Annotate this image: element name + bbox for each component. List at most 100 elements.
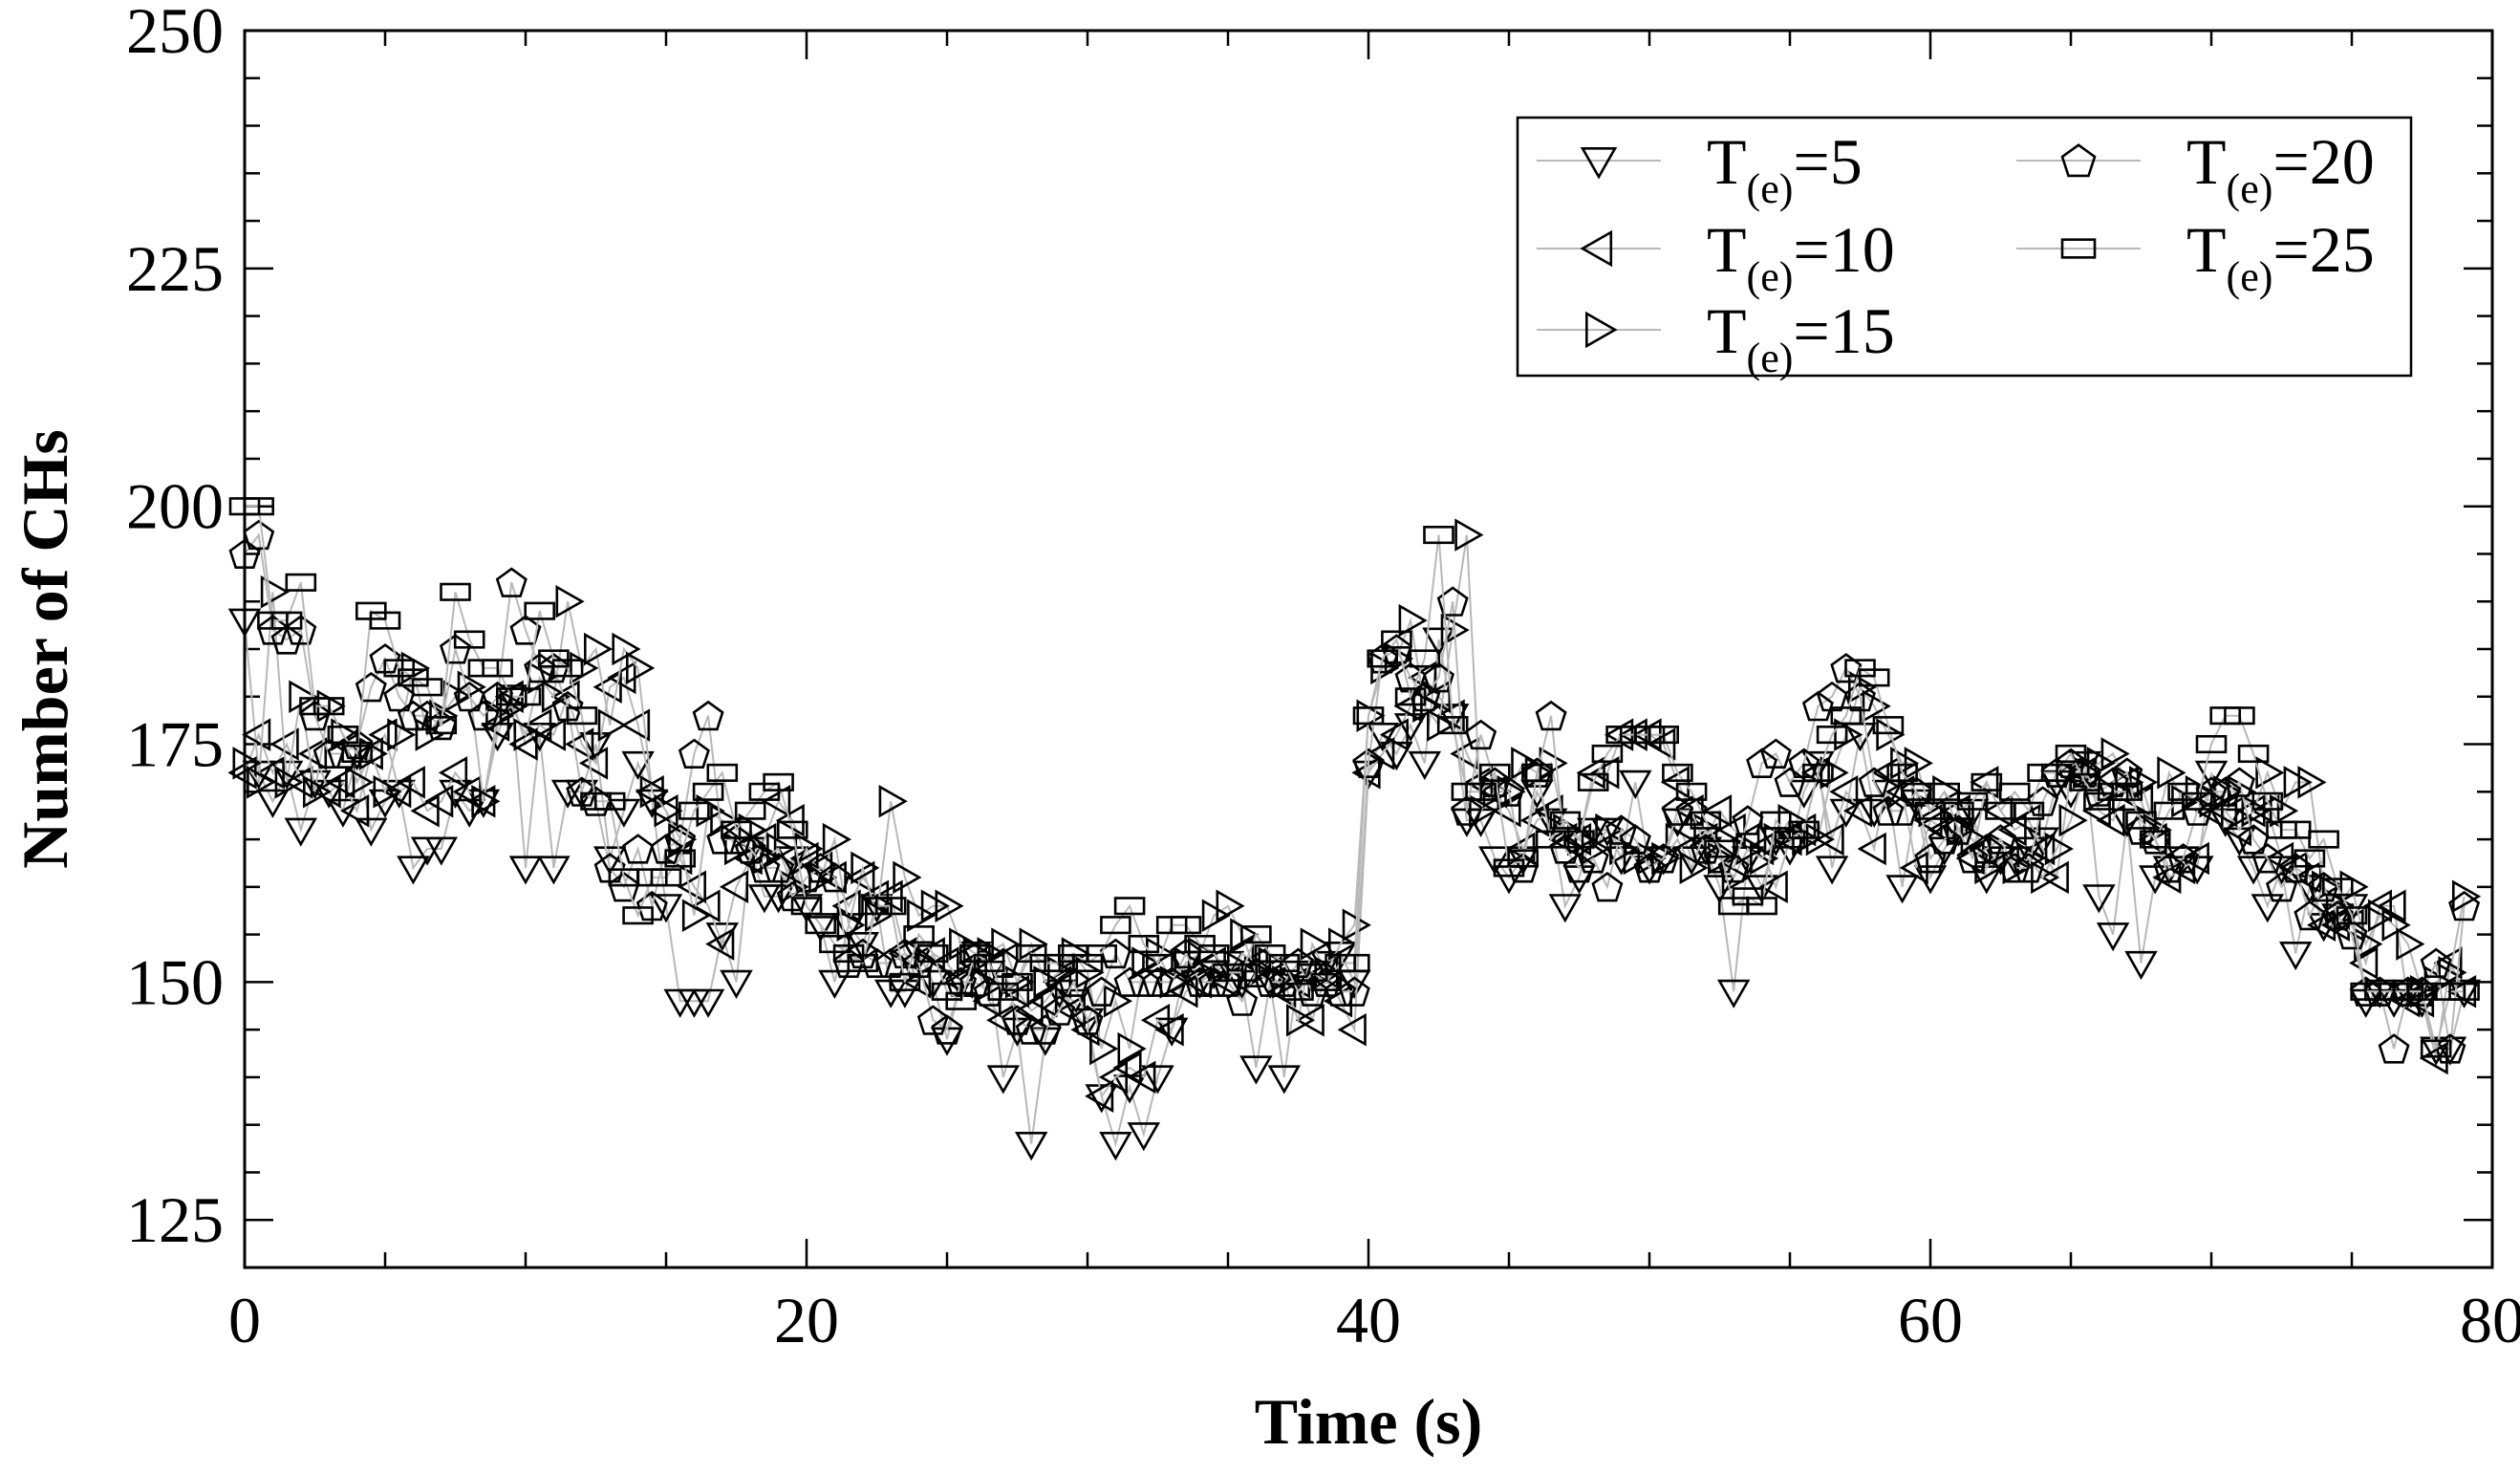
data-point — [2082, 884, 2116, 914]
data-point — [2255, 756, 2285, 790]
data-point — [1708, 841, 1737, 876]
data-point — [1282, 982, 1314, 1001]
data-point — [440, 582, 471, 601]
data-point — [1690, 811, 1722, 830]
data-point — [297, 737, 328, 770]
data-point — [2452, 879, 2482, 914]
data-point — [284, 817, 318, 847]
data-point — [368, 718, 398, 751]
data-point — [2124, 950, 2158, 981]
data-point — [1885, 875, 1919, 904]
data-point — [541, 680, 571, 714]
data-point — [1928, 813, 1957, 847]
data-point — [2044, 832, 2074, 866]
data-point — [2363, 976, 2396, 1007]
data-point — [1816, 726, 1848, 745]
data-point — [256, 615, 289, 645]
series-line — [244, 675, 2466, 1099]
data-point — [608, 871, 640, 902]
data-point — [593, 791, 626, 811]
data-point — [1381, 630, 1412, 649]
data-point — [2367, 899, 2398, 932]
data-point — [1974, 851, 2004, 885]
data-point — [1760, 811, 1792, 830]
data-point — [1254, 966, 1286, 997]
data-point — [888, 937, 917, 970]
data-series — [227, 497, 2482, 1161]
data-point — [1409, 649, 1441, 668]
data-point — [649, 894, 683, 923]
data-point — [1830, 706, 1863, 726]
x-tick-label: 40 — [1336, 1284, 1401, 1356]
data-point — [1703, 843, 1736, 874]
data-point — [339, 793, 370, 828]
data-point — [2420, 947, 2452, 979]
data-point — [1047, 956, 1077, 989]
data-point — [1777, 803, 1807, 837]
data-point — [2278, 851, 2308, 885]
data-point — [1103, 985, 1133, 1018]
data-point — [495, 684, 528, 714]
data-point — [1465, 782, 1497, 801]
data-point — [2378, 1033, 2410, 1064]
data-point — [2279, 820, 2312, 839]
data-point — [832, 947, 865, 979]
data-point — [485, 699, 515, 732]
data-point — [424, 836, 459, 866]
data-point — [1899, 851, 1928, 885]
data-point — [903, 925, 935, 944]
y-tick-label: 250 — [126, 0, 224, 67]
data-point — [847, 938, 879, 969]
data-point — [2224, 706, 2255, 726]
data-point — [1142, 953, 1174, 973]
data-point — [537, 856, 571, 885]
data-point — [256, 789, 290, 818]
data-point — [1623, 841, 1652, 876]
data-point — [2058, 803, 2088, 837]
data-point — [1226, 986, 1259, 1016]
data-point — [2278, 941, 2313, 971]
data-point — [387, 718, 417, 751]
data-point — [312, 775, 341, 809]
data-point — [579, 786, 613, 816]
data-point — [524, 601, 556, 620]
legend-item: T(e)=5 — [1537, 125, 1863, 212]
data-point — [438, 756, 468, 790]
data-point — [945, 991, 978, 1010]
data-point — [763, 772, 794, 791]
data-point — [1857, 832, 1886, 866]
data-point — [2251, 793, 2280, 828]
legend-item: T(e)=20 — [2016, 125, 2375, 212]
data-point — [583, 632, 614, 666]
data-point — [397, 856, 430, 885]
data-point — [2139, 824, 2171, 855]
data-point — [1015, 1014, 1047, 1045]
data-point — [1492, 793, 1521, 828]
data-point — [775, 803, 805, 837]
data-point — [1581, 832, 1610, 866]
data-point — [302, 775, 333, 809]
data-point — [612, 632, 641, 666]
data-point — [1140, 1003, 1171, 1037]
data-point — [1325, 976, 1357, 1007]
data-point — [2438, 956, 2467, 989]
data-point — [1085, 1084, 1118, 1114]
data-point — [1647, 727, 1676, 761]
data-point — [2264, 841, 2294, 876]
data-point — [1998, 782, 2031, 801]
data-point — [471, 785, 501, 818]
data-point — [1580, 229, 1613, 268]
data-point — [2241, 793, 2271, 828]
data-point — [1113, 897, 1146, 916]
data-point — [851, 851, 880, 885]
data-point — [1928, 824, 1961, 855]
data-point — [345, 766, 375, 799]
data-point — [499, 689, 528, 723]
data-point — [2270, 793, 2299, 828]
data-point — [373, 775, 402, 809]
data-point — [400, 651, 431, 685]
data-point — [2060, 238, 2097, 259]
data-point — [298, 770, 332, 800]
data-point — [285, 615, 317, 645]
data-point — [1717, 853, 1750, 883]
